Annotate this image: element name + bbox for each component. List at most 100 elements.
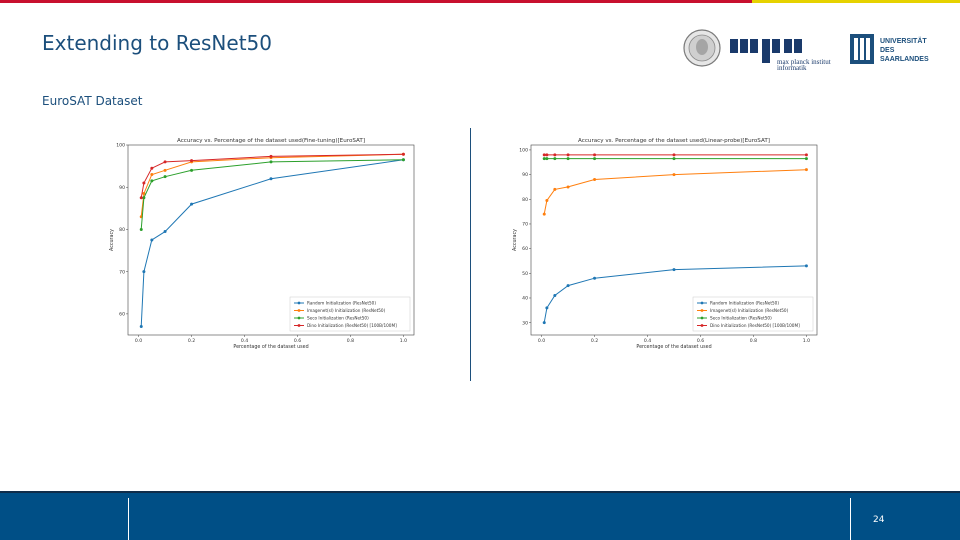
data-point <box>142 192 146 196</box>
data-point <box>545 157 549 161</box>
data-point <box>553 187 557 191</box>
legend-marker <box>297 301 301 305</box>
legend-marker <box>700 316 704 320</box>
y-tick-label: 90 <box>522 172 528 178</box>
data-point <box>163 160 167 164</box>
data-point <box>672 153 676 157</box>
legend-label: Random Initialization (ResNet50) <box>710 301 779 306</box>
page-number: 24 <box>873 515 885 525</box>
data-point <box>672 173 676 177</box>
y-tick-label: 100 <box>116 143 125 149</box>
legend-label: Dino Initialization (ResNet50) [100B/100… <box>307 323 397 328</box>
data-point <box>190 168 194 172</box>
data-point <box>163 175 167 179</box>
y-tick-label: 50 <box>522 271 528 277</box>
y-tick-label: 60 <box>522 246 528 252</box>
y-axis-label: Accuracy <box>512 229 518 251</box>
slide-subtitle: EuroSAT Dataset <box>42 94 143 108</box>
x-tick-label: 0.0 <box>135 338 142 344</box>
legend-label: Seco Initialization (ResNet50) <box>307 316 369 321</box>
data-point <box>553 153 557 157</box>
data-point <box>545 306 549 310</box>
data-point <box>672 157 676 161</box>
mpi-logo: max planck institut informatik <box>730 39 831 70</box>
uds-logo-line3: SAARLANDES <box>880 56 929 63</box>
legend-label: Seco Initialization (ResNet50) <box>710 316 772 321</box>
data-point <box>553 294 557 298</box>
data-point <box>672 268 676 272</box>
data-point <box>553 157 557 161</box>
data-point <box>190 202 194 206</box>
chart-title: Accuracy vs. Percentage of the dataset u… <box>177 138 365 144</box>
legend-label: Dino Initialization (ResNet50) [100B/100… <box>710 323 800 328</box>
legend-marker <box>297 324 301 327</box>
x-axis-label: Percentage of the dataset used <box>233 344 308 350</box>
data-point <box>269 160 273 164</box>
data-point <box>804 157 808 161</box>
x-tick-label: 0.2 <box>591 338 598 344</box>
uds-logo-line2: DES <box>880 47 895 54</box>
footer-separator-right <box>850 498 851 540</box>
vertical-divider <box>470 128 471 381</box>
data-point <box>401 158 405 162</box>
x-tick-label: 1.0 <box>400 338 407 344</box>
data-point <box>150 173 154 177</box>
top-accent-bar-yellow <box>752 0 960 3</box>
data-point <box>269 154 273 158</box>
chart-title: Accuracy vs. Percentage of the dataset u… <box>578 138 770 144</box>
legend-marker <box>700 324 704 327</box>
x-tick-label: 1.0 <box>803 338 810 344</box>
data-point <box>142 270 146 274</box>
data-point <box>401 152 405 156</box>
data-point <box>542 153 546 157</box>
data-point <box>545 199 549 203</box>
data-point <box>804 264 808 268</box>
data-point <box>190 159 194 163</box>
legend-label: Imagenet(sl) Initialization (ResNet50) <box>307 308 386 313</box>
x-axis-label: Percentage of the dataset used <box>636 344 711 350</box>
data-point <box>150 179 154 183</box>
x-tick-label: 0.0 <box>538 338 545 344</box>
data-point <box>269 177 273 181</box>
y-tick-label: 100 <box>519 148 528 154</box>
legend-label: Imagenet(sl) Initialization (ResNet50) <box>710 308 789 313</box>
data-point <box>566 157 570 161</box>
data-point <box>139 227 143 231</box>
data-point <box>542 321 546 325</box>
legend-marker <box>297 309 301 312</box>
footer-bar <box>0 493 960 540</box>
data-point <box>545 153 549 157</box>
data-point <box>150 238 154 242</box>
legend-marker <box>297 316 301 320</box>
x-tick-label: 0.8 <box>750 338 757 344</box>
uds-logo-line1: UNIVERSITÄT <box>880 37 927 45</box>
x-tick-label: 0.4 <box>644 338 651 344</box>
x-tick-label: 0.2 <box>188 338 195 344</box>
legend-label: Random Initialization (ResNet50) <box>307 301 376 306</box>
mpi-logo-line2: informatik <box>777 64 807 70</box>
y-tick-label: 30 <box>522 320 528 326</box>
x-tick-label: 0.4 <box>241 338 248 344</box>
institution-logos: max planck institut informatik UNIVERSIT… <box>683 29 929 70</box>
data-point <box>163 230 167 234</box>
y-tick-label: 80 <box>522 197 528 203</box>
data-point <box>142 196 146 200</box>
top-accent-bar-red <box>0 0 752 3</box>
data-point <box>542 157 546 161</box>
slide-title: Extending to ResNet50 <box>42 31 272 55</box>
uds-logo: UNIVERSITÄT DES SAARLANDES <box>850 34 929 64</box>
legend-box <box>289 296 411 332</box>
y-tick-label: 40 <box>522 296 528 302</box>
x-tick-label: 0.6 <box>294 338 301 344</box>
data-point <box>593 276 597 280</box>
data-point <box>593 153 597 157</box>
y-tick-label: 70 <box>522 222 528 228</box>
data-point <box>139 325 143 329</box>
y-tick-label: 90 <box>119 185 125 191</box>
data-point <box>593 157 597 161</box>
data-point <box>566 153 570 157</box>
chart-linear-probe: Accuracy vs. Percentage of the dataset u… <box>512 138 818 350</box>
data-point <box>139 196 143 200</box>
data-point <box>150 166 154 170</box>
legend-marker <box>700 309 704 312</box>
